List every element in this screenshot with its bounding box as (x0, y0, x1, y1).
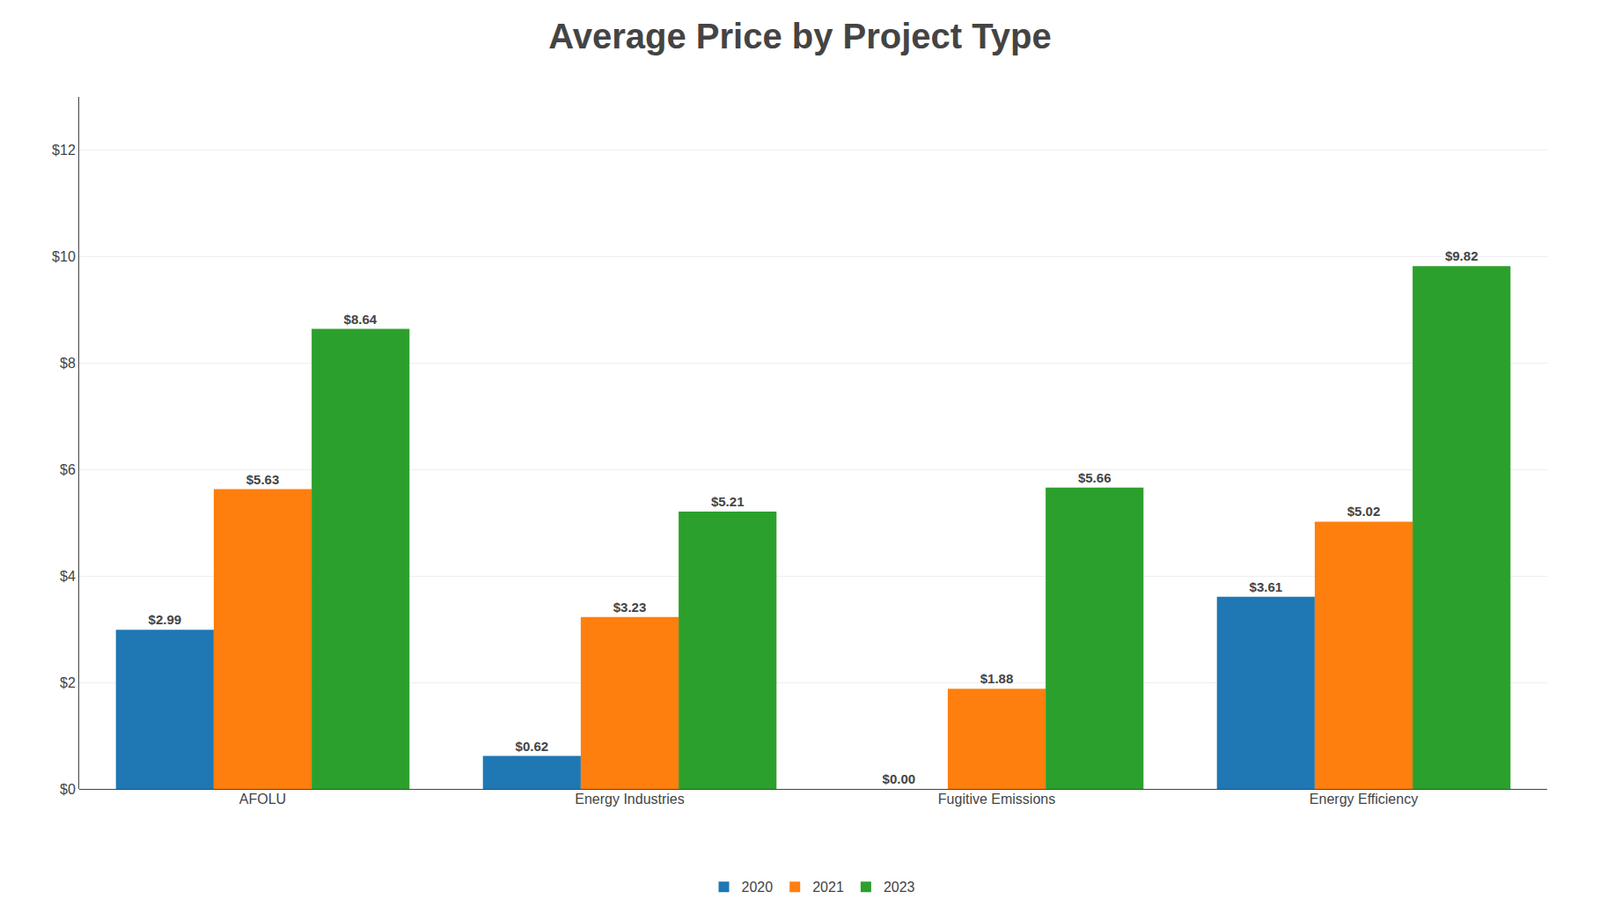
svg-text:$2: $2 (59, 675, 76, 690)
svg-text:2021: 2021 (812, 879, 845, 895)
svg-text:$8.64: $8.64 (344, 311, 378, 327)
svg-text:Energy Efficiency: Energy Efficiency (1309, 791, 1418, 807)
svg-text:Average Price by Project Type: Average Price by Project Type (548, 16, 1051, 56)
svg-text:$5.63: $5.63 (246, 471, 280, 487)
svg-text:AFOLU: AFOLU (239, 791, 287, 807)
svg-text:$0: $0 (59, 781, 76, 797)
svg-text:$1.88: $1.88 (980, 670, 1014, 686)
svg-text:2020: 2020 (741, 879, 774, 895)
svg-text:$2.99: $2.99 (148, 611, 183, 627)
svg-text:Fugitive Emissions: Fugitive Emissions (938, 791, 1056, 807)
svg-text:2023: 2023 (883, 879, 916, 895)
svg-text:$3.61: $3.61 (1249, 579, 1284, 595)
svg-text:$6: $6 (59, 462, 76, 478)
svg-text:$5.66: $5.66 (1078, 469, 1112, 485)
svg-text:$3.23: $3.23 (613, 599, 647, 615)
svg-text:$4: $4 (59, 568, 76, 584)
svg-text:$12: $12 (51, 142, 76, 158)
svg-text:$0.62: $0.62 (515, 738, 550, 754)
svg-text:Energy Industries: Energy Industries (574, 791, 685, 807)
svg-text:$9.82: $9.82 (1445, 248, 1479, 264)
svg-text:$10: $10 (51, 249, 76, 265)
svg-text:$5.21: $5.21 (711, 493, 745, 509)
svg-text:$5.02: $5.02 (1347, 503, 1381, 519)
svg-text:$8: $8 (59, 355, 76, 371)
svg-text:$0.00: $0.00 (882, 770, 917, 786)
